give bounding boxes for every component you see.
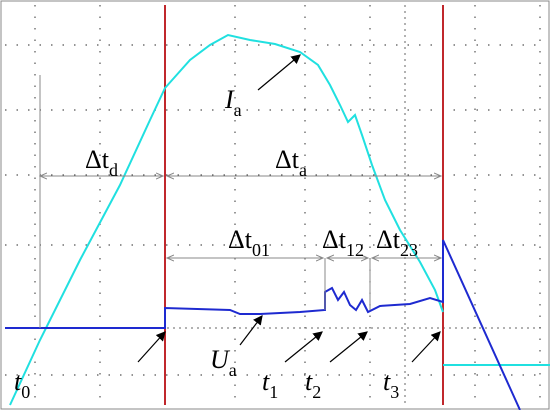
label-main: U — [210, 345, 231, 374]
label-sub: 01 — [252, 240, 270, 260]
leaders — [137, 54, 441, 363]
label-sub: 3 — [390, 382, 399, 402]
label-main: Δt — [322, 225, 347, 254]
label-sub: 12 — [346, 240, 364, 260]
label: t0 — [14, 367, 30, 402]
label: Δta — [275, 145, 307, 180]
label-main: t — [14, 367, 22, 396]
label: Ua — [210, 345, 237, 380]
label: Δtd — [85, 145, 118, 180]
label: Δt01 — [228, 225, 270, 260]
label: t1 — [262, 367, 278, 402]
label: Δt12 — [322, 225, 364, 260]
label-sub: a — [299, 160, 307, 180]
label-sub: 23 — [400, 240, 418, 260]
label: t3 — [383, 367, 399, 402]
label-main: Δt — [275, 145, 300, 174]
label-main: t — [383, 367, 391, 396]
dimension-lines — [40, 75, 441, 328]
label-main: t — [262, 367, 270, 396]
label-sub: a — [229, 360, 237, 380]
label-sub: 2 — [312, 382, 321, 402]
label: Δt23 — [376, 225, 418, 260]
label-main: t — [305, 367, 313, 396]
label-sub: d — [109, 160, 118, 180]
current-trace — [9, 33, 550, 406]
label: t2 — [305, 367, 321, 402]
label: Ia — [224, 85, 242, 120]
label-main: Δt — [228, 225, 253, 254]
label-main: I — [224, 85, 235, 114]
label-sub: 1 — [269, 382, 278, 402]
label-sub: 0 — [21, 382, 30, 402]
voltage-trace — [5, 239, 521, 410]
label-main: Δt — [376, 225, 401, 254]
label-main: Δt — [85, 145, 110, 174]
label-sub: a — [234, 100, 242, 120]
